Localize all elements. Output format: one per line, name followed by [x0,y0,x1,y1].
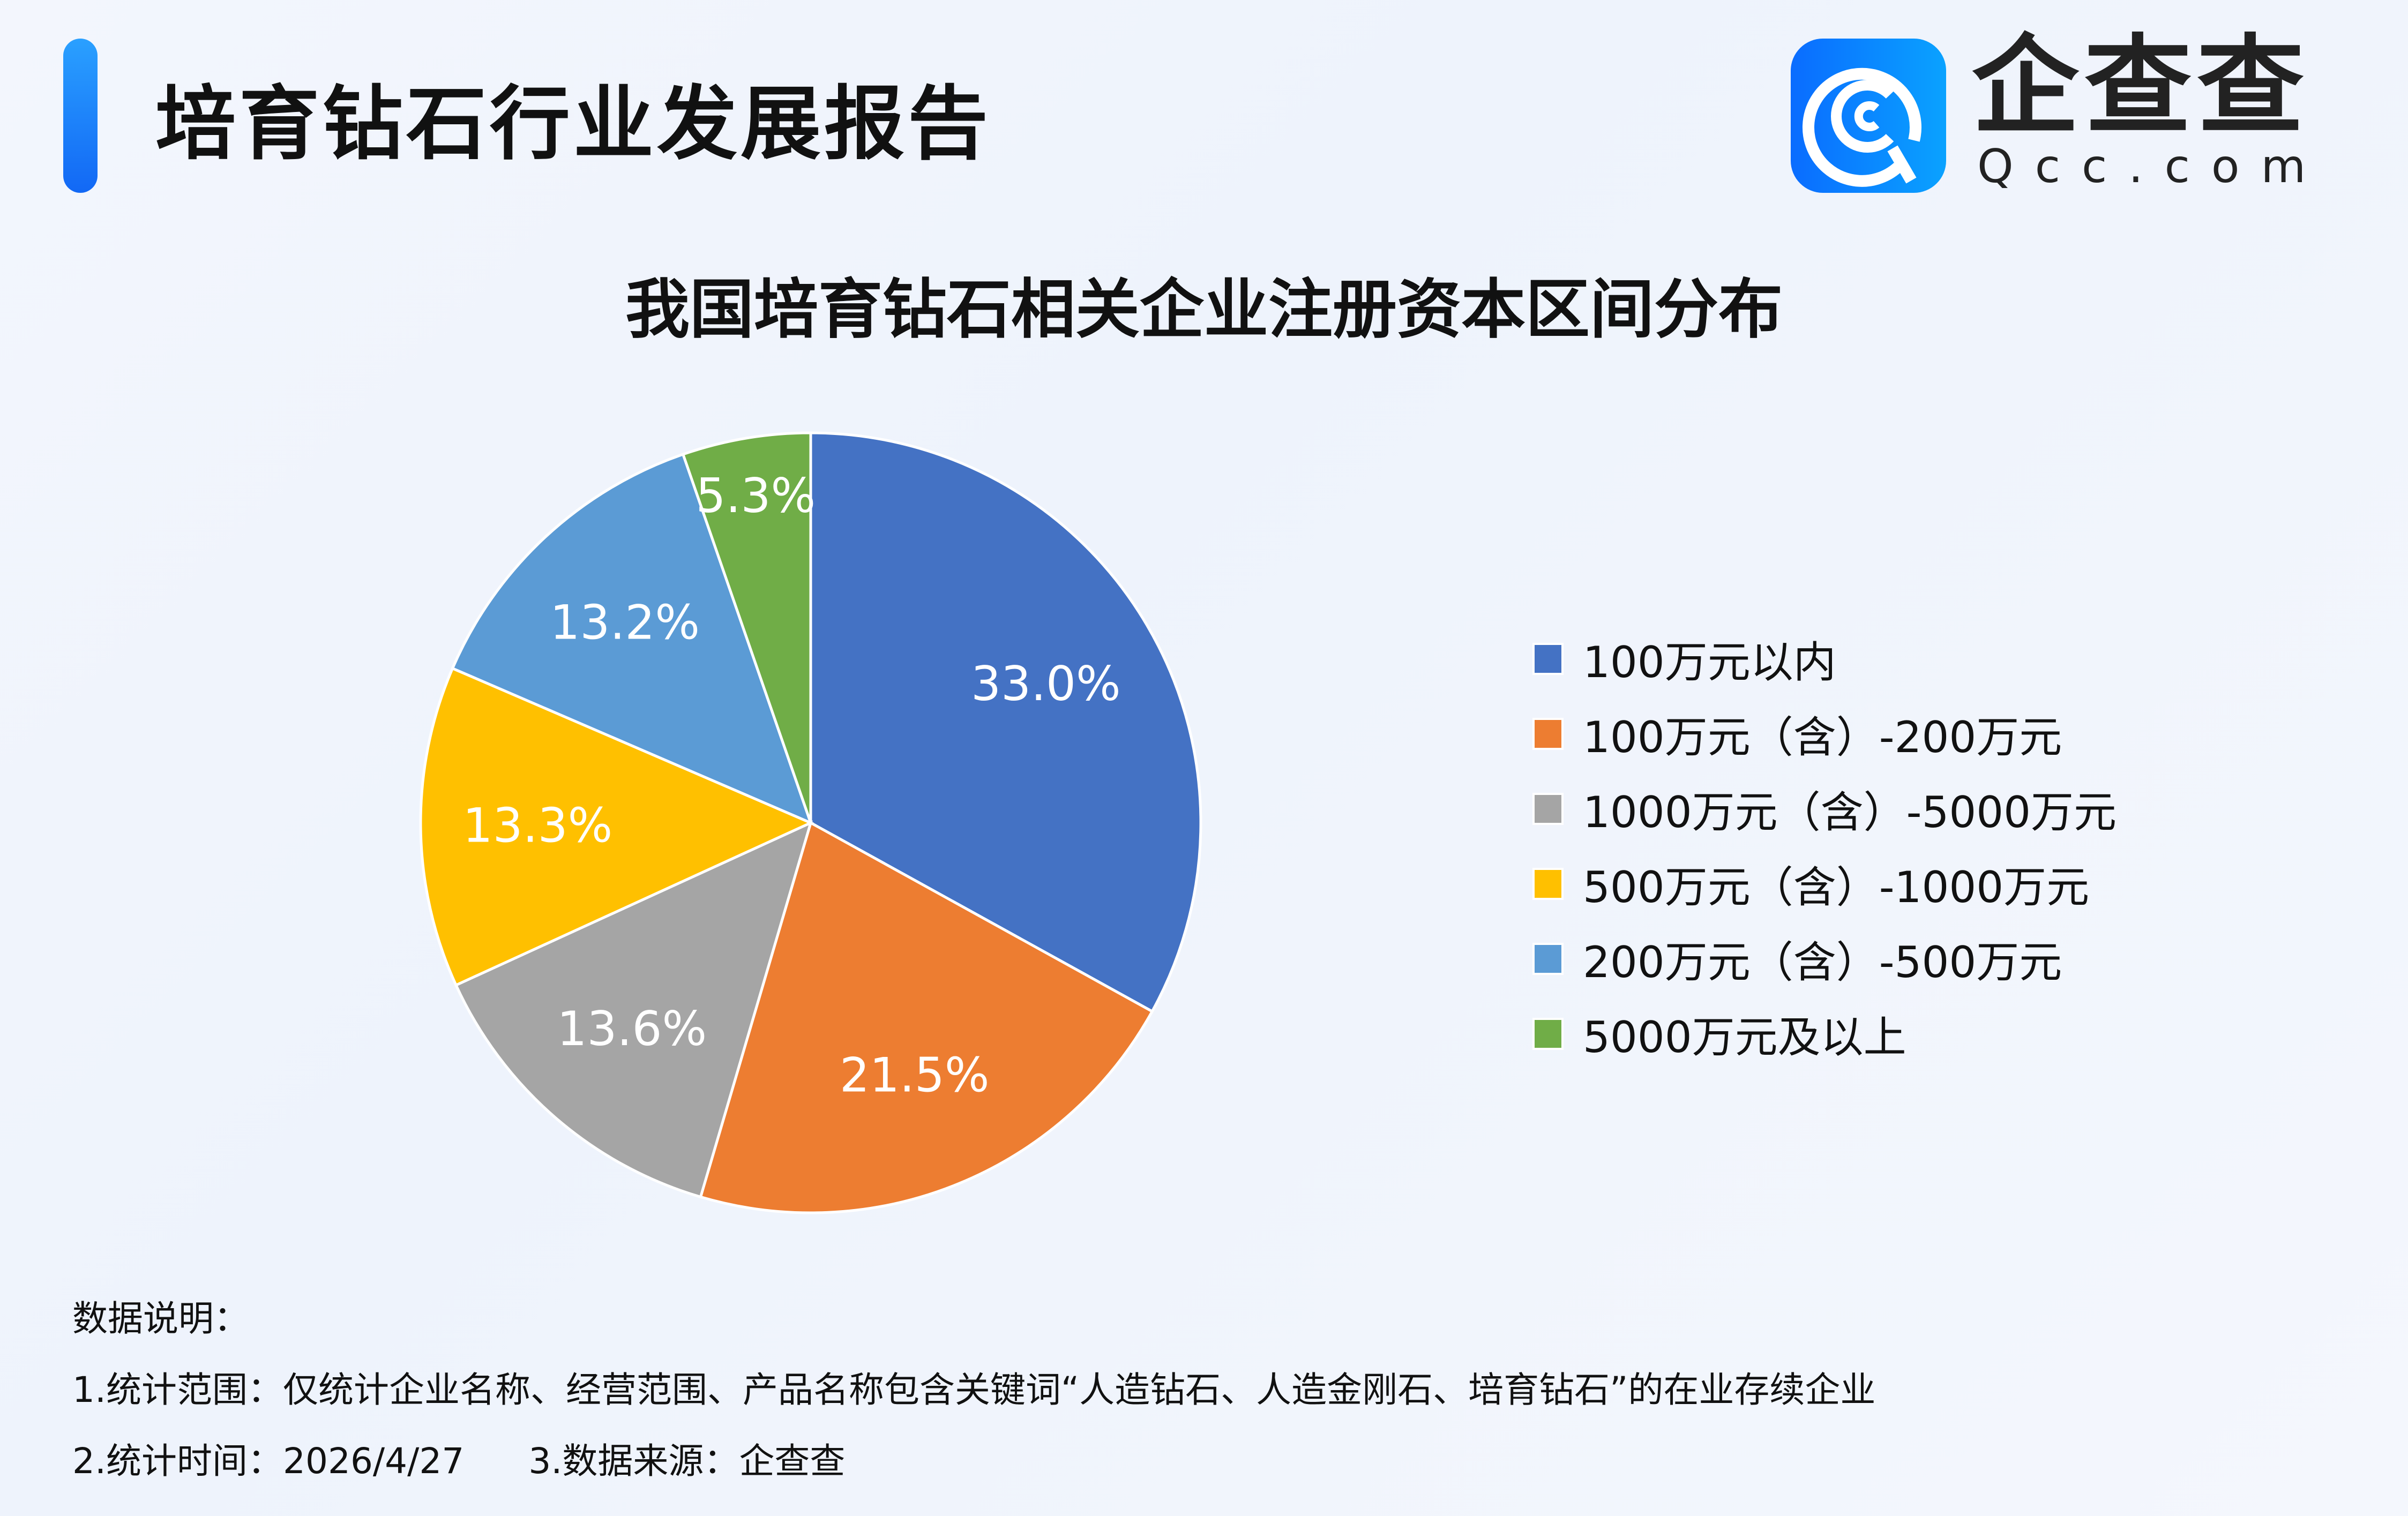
legend-label: 200万元（含）-500万元 [1583,937,2062,987]
legend-item: 100万元（含）-200万元 [1532,696,2117,771]
chart-legend: 100万元以内 100万元（含）-200万元 1000万元（含）-5000万元 500… [1532,621,2117,1071]
qcc-logo-icon [1791,39,1946,193]
data-notes: 数据说明： 1.统计范围：仅统计企业名称、经营范围、产品名称包含关键词“人造钻石… [72,1283,1875,1497]
data-label: 5.3% [696,468,816,523]
title-accent-bar [63,39,98,193]
legend-label: 1000万元（含）-5000万元 [1583,787,2117,837]
legend-label: 500万元（含）-1000万元 [1583,862,2090,912]
data-label: 21.5% [840,1047,990,1102]
data-label: 13.6% [557,1001,707,1056]
legend-item: 5000万元及以上 [1532,996,2117,1071]
pie-slice [681,431,812,823]
legend-label: 100万元（含）-200万元 [1583,712,2062,762]
data-label: 33.0% [971,656,1121,711]
legend-item: 100万元以内 [1532,621,2117,696]
pie-slice [419,666,814,987]
legend-item: 200万元（含）-500万元 [1532,921,2117,996]
page-title: 培育钻石行业发展报告 [155,78,992,171]
chart-title: 我国培育钻石相关企业注册资本区间分布 [625,273,1783,347]
legend-swatch [1532,643,1564,675]
legend-swatch [1532,1018,1564,1050]
legend-swatch [1532,718,1564,750]
notes-heading: 数据说明： [72,1298,249,1339]
pie-slice [454,820,813,1199]
legend-swatch [1532,793,1564,825]
legend-swatch [1532,943,1564,975]
data-label: 13.3% [463,798,613,853]
legend-label: 100万元以内 [1583,637,1836,687]
data-label: 13.2% [550,595,700,650]
pie-slice [451,452,813,825]
notes-scope: 1.统计范围：仅统计企业名称、经营范围、产品名称包含关键词“人造钻石、人造金刚石… [72,1369,1876,1410]
brand-domain: Qcc.com [1977,140,2328,193]
legend-swatch [1532,868,1564,900]
pie-slice [809,431,1202,1014]
pie-slice [699,821,1154,1214]
notes-date: 2.统计时间：2026/4/27 [72,1440,465,1482]
legend-label: 5000万元及以上 [1583,1012,1906,1062]
notes-source: 3.数据来源：企查查 [528,1440,846,1482]
brand-name: 企查查 [1972,24,2310,149]
legend-item: 1000万元（含）-5000万元 [1532,771,2117,846]
legend-item: 500万元（含）-1000万元 [1532,846,2117,921]
